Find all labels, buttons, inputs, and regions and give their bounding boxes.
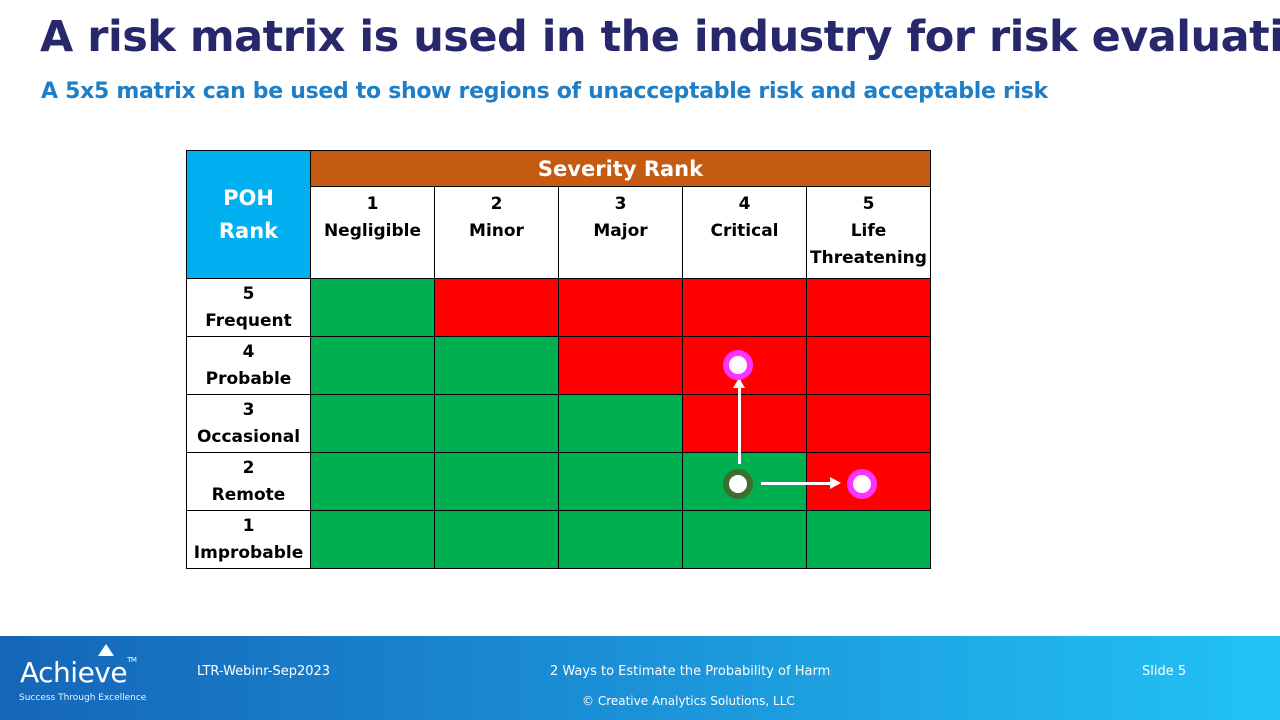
risk-cell-green — [310, 452, 435, 511]
poh-rank-label: Improbable — [193, 542, 304, 563]
risk-cell-green — [310, 278, 435, 337]
severity-col-5: 5 Life Threatening — [806, 186, 931, 279]
footer-code: LTR-Webinr-Sep2023 — [197, 664, 331, 679]
risk-cell-green — [310, 336, 435, 395]
risk-cell-green — [682, 510, 807, 569]
achieve-logo: AchieveTM — [20, 656, 137, 689]
poh-header-line-1: POH — [223, 185, 274, 210]
risk-matrix: POH Rank Severity Rank 1 Negligible 2 Mi… — [186, 150, 931, 569]
severity-rank-number: 5 — [862, 194, 875, 214]
severity-rank-number: 4 — [738, 194, 751, 214]
risk-cell-red — [806, 336, 931, 395]
matrix-row: 2 Remote — [186, 452, 931, 511]
target-marker-probable-critical — [723, 350, 753, 380]
target-marker-remote-life-threatening — [847, 469, 877, 499]
poh-rank-number: 2 — [242, 457, 255, 478]
poh-rank-number: 3 — [242, 399, 255, 420]
arrow-up — [733, 378, 745, 464]
poh-rank-number: 5 — [242, 283, 255, 304]
risk-cell-green — [434, 510, 559, 569]
matrix-row: 4 Probable — [186, 336, 931, 395]
risk-cell-red — [558, 336, 683, 395]
risk-cell-green — [310, 510, 435, 569]
poh-row-header: 2 Remote — [186, 452, 311, 511]
poh-rank-label: Remote — [211, 484, 286, 505]
severity-rank-label-2: Threatening — [810, 248, 927, 268]
risk-cell-red — [806, 394, 931, 453]
matrix-row: 5 Frequent — [186, 278, 931, 337]
risk-cell-green — [434, 452, 559, 511]
logo-tagline: Success Through Excellence — [19, 693, 147, 703]
severity-col-1: 1 Negligible — [310, 186, 435, 279]
poh-row-header: 5 Frequent — [186, 278, 311, 337]
risk-cell-red — [558, 278, 683, 337]
poh-header-line-2: Rank — [218, 218, 279, 243]
poh-rank-label: Frequent — [205, 310, 292, 331]
origin-marker-remote-critical — [723, 469, 753, 499]
severity-rank-label: Life — [850, 221, 887, 241]
severity-col-3: 3 Major — [558, 186, 683, 279]
matrix-row: 1 Improbable — [186, 510, 931, 569]
risk-cell-green — [558, 394, 683, 453]
poh-row-header: 4 Probable — [186, 336, 311, 395]
footer-topic: 2 Ways to Estimate the Probability of Ha… — [550, 664, 831, 679]
risk-cell-green — [558, 452, 683, 511]
risk-cell-red — [434, 278, 559, 337]
slide-number: Slide 5 — [1142, 664, 1187, 679]
logo-text: Achieve — [20, 656, 128, 689]
slide-title: A risk matrix is used in the industry fo… — [40, 12, 1280, 62]
poh-rank-header: POH Rank — [186, 150, 311, 279]
severity-rank-number: 2 — [490, 194, 503, 214]
risk-cell-red — [806, 278, 931, 337]
risk-cell-red — [682, 278, 807, 337]
severity-rank-number: 1 — [366, 194, 379, 214]
risk-cell-green — [310, 394, 435, 453]
severity-rank-header: Severity Rank — [310, 150, 931, 187]
risk-cell-green — [558, 510, 683, 569]
severity-rank-label: Negligible — [323, 221, 422, 241]
risk-cell-green — [806, 510, 931, 569]
poh-rank-label: Probable — [205, 368, 292, 389]
matrix-row: 3 Occasional — [186, 394, 931, 453]
severity-rank-label: Major — [593, 221, 648, 241]
achieve-logo-icon — [98, 644, 114, 656]
severity-rank-label: Critical — [710, 221, 779, 241]
risk-cell-green — [434, 394, 559, 453]
poh-row-header: 3 Occasional — [186, 394, 311, 453]
logo-trademark: TM — [127, 656, 137, 664]
severity-rank-number: 3 — [614, 194, 627, 214]
poh-rank-number: 1 — [242, 515, 255, 536]
risk-cell-red — [682, 394, 807, 453]
severity-rank-label: Minor — [469, 221, 524, 241]
risk-cell-green — [434, 336, 559, 395]
poh-rank-label: Occasional — [196, 426, 301, 447]
severity-col-2: 2 Minor — [434, 186, 559, 279]
slide-subtitle: A 5x5 matrix can be used to show regions… — [41, 79, 1048, 104]
poh-row-header: 1 Improbable — [186, 510, 311, 569]
poh-rank-number: 4 — [242, 341, 255, 362]
severity-col-4: 4 Critical — [682, 186, 807, 279]
footer-bar: AchieveTM Success Through Excellence LTR… — [0, 636, 1280, 720]
footer-copyright: © Creative Analytics Solutions, LLC — [582, 694, 795, 708]
arrow-right — [761, 477, 841, 489]
